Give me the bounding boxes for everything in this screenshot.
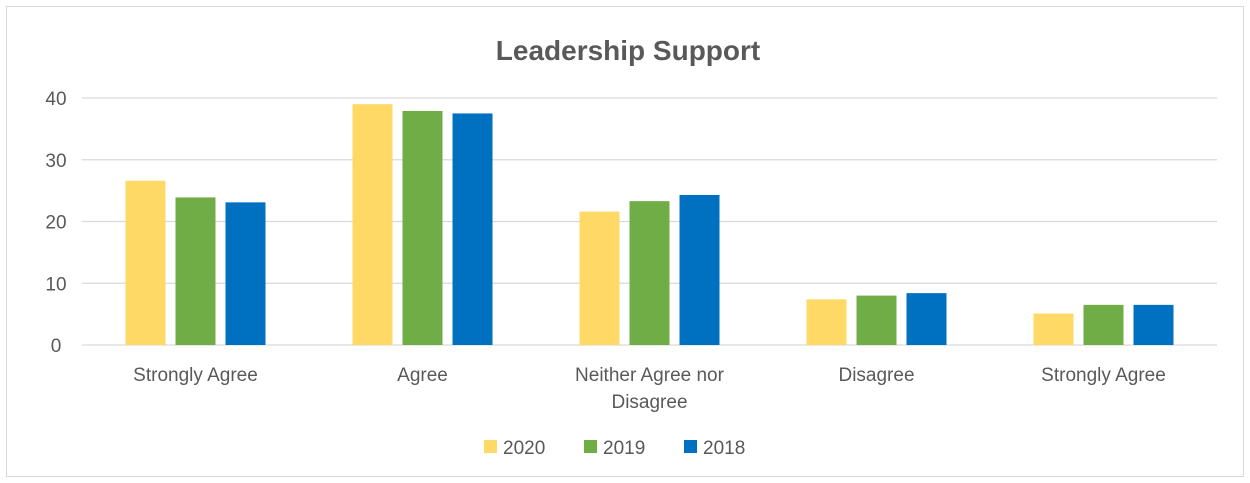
bar-2020-5 [1033, 313, 1074, 345]
x-category-label: Disagree [611, 392, 687, 413]
x-axis-labels: Strongly Agree Agree Neither Agree nor Disa… [133, 365, 1166, 413]
legend-swatch-2020 [484, 440, 497, 453]
bar-2020-1 [125, 180, 166, 345]
bar-2018-1 [225, 202, 266, 345]
bar-2018-5 [1133, 304, 1174, 345]
legend: 2020 2019 2018 [484, 438, 745, 459]
bar-2018-4 [906, 293, 947, 345]
y-tick-label: 20 [45, 213, 66, 234]
legend-label-2020: 2020 [503, 438, 545, 459]
chart-title: Leadership Support [496, 35, 760, 66]
x-category-label: Strongly Agree [1041, 365, 1166, 386]
bars [125, 104, 1174, 345]
bar-2019-1 [175, 197, 216, 345]
bar-2020-3 [579, 211, 620, 345]
y-tick-label: 0 [51, 336, 62, 357]
bar-2018-2 [452, 113, 493, 345]
legend-swatch-2019 [584, 440, 597, 453]
legend-label-2018: 2018 [703, 438, 745, 459]
bar-2019-4 [856, 295, 897, 345]
legend-label-2019: 2019 [603, 438, 645, 459]
bar-2020-4 [806, 299, 847, 345]
y-axis-ticks: 0 10 20 30 40 [45, 89, 66, 357]
bar-2019-2 [402, 110, 443, 345]
y-tick-label: 10 [45, 274, 66, 295]
bar-2018-3 [679, 194, 720, 345]
x-category-label: Neither Agree nor [575, 365, 725, 386]
y-tick-label: 30 [45, 151, 66, 172]
x-category-label: Strongly Agree [133, 365, 258, 386]
x-category-label: Agree [397, 365, 448, 386]
bar-2019-3 [629, 201, 670, 345]
bar-2019-5 [1083, 304, 1124, 345]
legend-swatch-2018 [684, 440, 697, 453]
y-tick-label: 40 [45, 89, 66, 110]
x-category-label: Disagree [838, 365, 914, 386]
bar-2020-2 [352, 104, 393, 345]
